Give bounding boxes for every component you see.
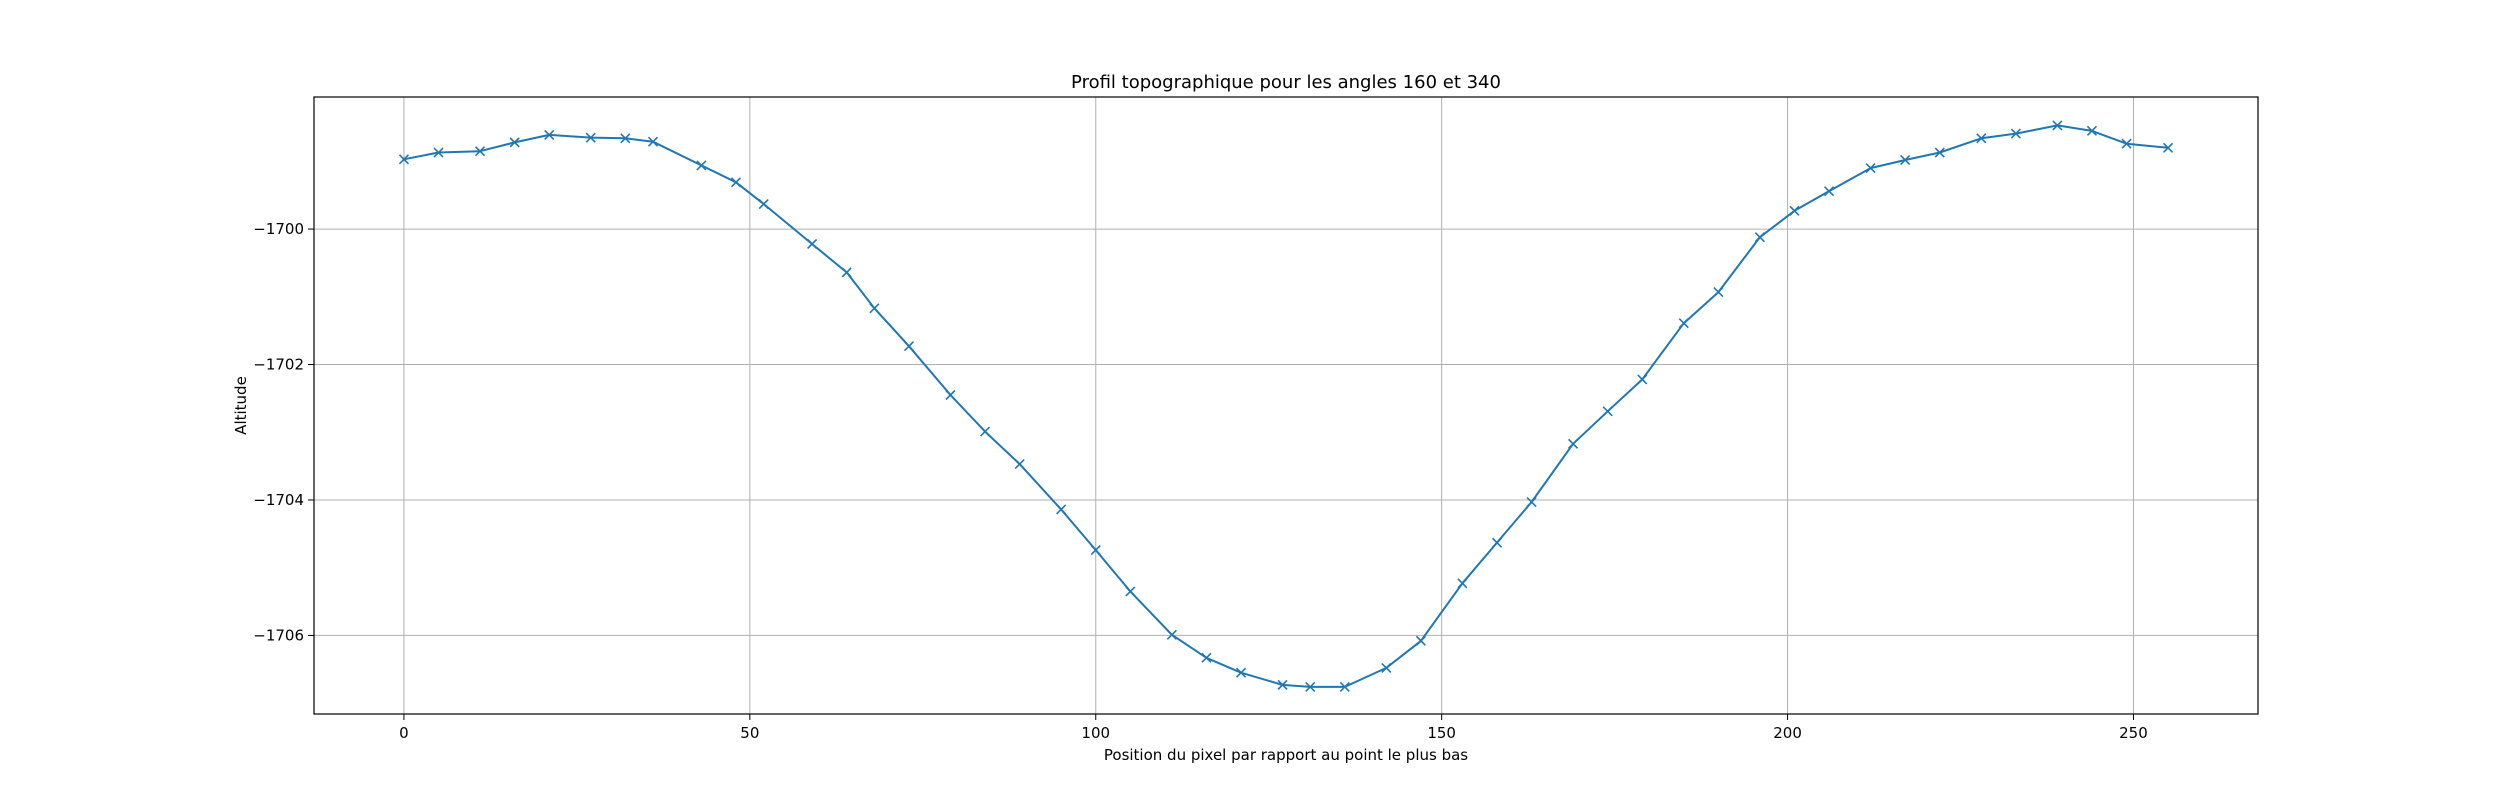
y-tick-label: −1702 [253,356,304,374]
data-point [1865,163,1876,174]
data-point [544,129,555,140]
x-tick-label: 150 [1427,724,1456,742]
data-point [1201,652,1212,663]
data-point [474,146,486,157]
data-point [398,154,410,165]
y-tick-label: −1706 [253,626,304,644]
data-point [509,137,520,148]
data-point [758,198,769,210]
chart-title: Profil topographique pour les angles 160… [1071,72,1501,93]
data-point [2052,120,2063,131]
x-axis-ticks: 0 50 100 150 200 250 [399,714,2148,742]
data-point [1754,232,1765,243]
y-tick-label: −1704 [253,491,304,509]
x-tick-label: 250 [2119,724,2148,742]
data-point [2086,125,2098,136]
axes-frame [313,96,2259,715]
data-point [696,160,707,171]
data-point [903,341,915,352]
data-point [1056,504,1067,515]
data-point [1789,205,1800,216]
data-point [620,133,631,144]
y-axis-ticks: −1700 −1702 −1704 −1706 [253,220,314,644]
data-point [433,147,444,158]
data-point [841,267,852,278]
data-point [1637,374,1648,385]
data-point [1090,545,1101,556]
data-point [1457,578,1468,589]
data-point [1014,459,1025,470]
y-axis-label: Altitude [232,376,250,435]
x-tick-label: 200 [1773,724,1802,742]
data-point [647,136,659,147]
data-point [2010,128,2021,139]
data-point [2162,142,2174,153]
data-point [1568,438,1579,449]
x-tick-label: 50 [740,724,759,742]
y-tick-label: −1700 [253,220,304,238]
data-point [730,177,742,188]
data-point [1125,586,1136,597]
x-tick-label: 100 [1081,724,1110,742]
data-point [869,303,880,314]
data-point [1713,286,1724,298]
data-point [1415,635,1426,646]
data-point [2121,138,2132,149]
data-point [1339,681,1350,692]
data-point [585,132,596,143]
data-point [1824,186,1835,197]
data-point [1900,154,1911,166]
grid-lines [314,97,2258,714]
plot-area [398,120,2174,692]
data-point [1678,318,1689,329]
data-point [1235,667,1247,678]
data-point [1934,147,1945,158]
data-point [1381,662,1392,674]
data-point [1305,681,1316,692]
data-point [1166,629,1177,640]
data-point [1526,496,1537,508]
data-point [1976,133,1987,144]
x-axis-label: Position du pixel par rapport au point l… [1104,746,1468,764]
data-point [1491,537,1503,548]
data-point [945,389,956,401]
data-point [1277,679,1288,690]
data-point [1602,406,1613,417]
x-tick-label: 0 [399,724,409,742]
data-point [979,426,991,437]
data-point [807,238,818,250]
